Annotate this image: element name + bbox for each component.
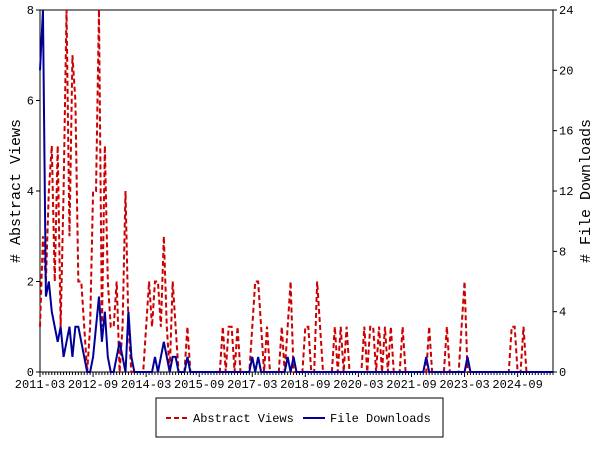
x-tick-label: 2021-09 — [386, 378, 436, 392]
series-line — [39, 9, 553, 373]
x-tick-label: 2011-03 — [15, 378, 65, 392]
x-tick-label: 2017-03 — [227, 378, 277, 392]
y2-axis-title: # File Downloads — [578, 119, 595, 263]
y2-tick-label: 8 — [559, 245, 566, 259]
y-tick-label: 2 — [27, 276, 34, 290]
y-tick-label: 0 — [27, 366, 34, 380]
x-tick-label: 2012-09 — [68, 378, 118, 392]
x-tick-label: 2020-03 — [333, 378, 383, 392]
legend-box — [155, 397, 444, 438]
y-tick-label: 8 — [27, 4, 34, 18]
y2-tick-label: 4 — [559, 306, 566, 320]
y2-tick-label: 24 — [559, 4, 573, 18]
y2-tick-label: 16 — [559, 125, 573, 139]
x-tick-label: 2024-09 — [492, 378, 542, 392]
y-axis-title: # Abstract Views — [8, 119, 25, 263]
legend-label: File Downloads — [330, 412, 431, 426]
x-tick-label: 2018-09 — [280, 378, 330, 392]
y2-tick-label: 0 — [559, 366, 566, 380]
y-tick-label: 4 — [27, 185, 34, 199]
x-tick-label: 2014-03 — [121, 378, 171, 392]
x-tick-label: 2023-03 — [439, 378, 489, 392]
y-tick-label: 6 — [27, 95, 34, 109]
x-tick-label: 2015-09 — [174, 378, 224, 392]
legend-label: Abstract Views — [193, 412, 294, 426]
y2-tick-label: 20 — [559, 64, 573, 78]
y2-tick-label: 12 — [559, 185, 573, 199]
